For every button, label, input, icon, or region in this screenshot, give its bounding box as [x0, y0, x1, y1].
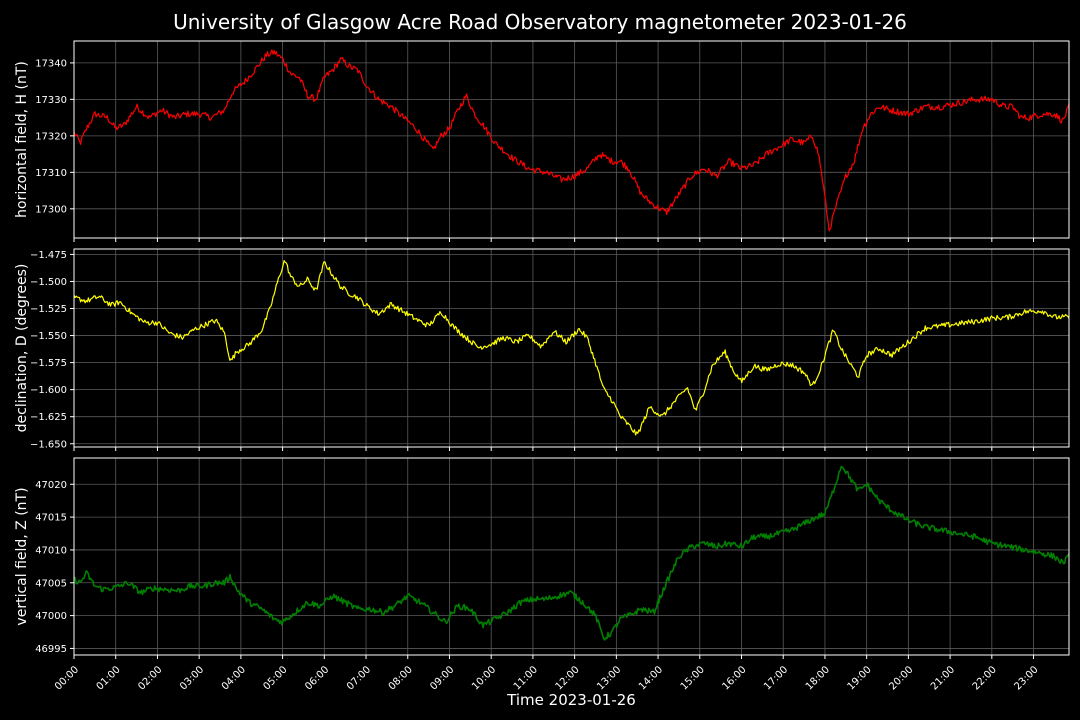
x-tick-label: 09:00	[428, 664, 456, 692]
x-tick-label: 08:00	[387, 664, 415, 692]
panel-1: 17300 17310 17320 17330 17340 horizontal fiel…	[14, 40, 1070, 242]
y-tick-label: 46995	[35, 644, 67, 655]
x-tick-label: 06:00	[303, 664, 331, 692]
x-tick-label: 03:00	[178, 664, 206, 692]
y-tick-label: −1.575	[30, 358, 67, 369]
plot-frame	[73, 40, 1070, 239]
y-tick-label: −1.550	[30, 331, 67, 342]
y-axis-label: horizontal field, H (nT)	[14, 61, 30, 218]
y-tick-label: −1.600	[30, 385, 67, 396]
chart-title: University of Glasgow Acre Road Observat…	[173, 10, 907, 34]
x-tick-label: 21:00	[929, 664, 957, 692]
plot-frame	[73, 457, 1070, 656]
panel-3: 46995 47000 47005 47010 47015 47020 vertical f…	[14, 457, 1070, 692]
y-axis-label: declination, D (degrees)	[14, 264, 30, 433]
x-tick-label: 04:00	[220, 664, 248, 692]
x-tick-label: 12:00	[554, 664, 582, 692]
x-tick-label: 19:00	[846, 664, 874, 692]
y-tick-label: 47015	[35, 513, 67, 524]
y-tick-label: −1.625	[30, 412, 67, 423]
y-tick-label: 47005	[35, 578, 67, 589]
x-tick-label: 05:00	[262, 664, 290, 692]
y-tick-label: −1.475	[30, 250, 67, 261]
y-tick-label: 47000	[35, 611, 67, 622]
y-tick-label: 47020	[35, 480, 67, 491]
x-tick-label: 23:00	[1012, 664, 1040, 692]
y-tick-label: −1.525	[30, 304, 67, 315]
y-tick-label: 17330	[35, 95, 67, 106]
y-tick-label: 17300	[35, 204, 67, 215]
x-tick-label: 20:00	[887, 664, 915, 692]
series-line-1	[73, 49, 1070, 232]
y-tick-label: 17340	[35, 58, 67, 69]
y-tick-label: 17320	[35, 131, 67, 142]
y-tick-label: 47010	[35, 545, 67, 556]
y-axis-label: vertical field, Z (nT)	[14, 487, 30, 625]
x-tick-label: 22:00	[971, 664, 999, 692]
x-tick-label: 16:00	[720, 664, 748, 692]
x-tick-label: 07:00	[345, 664, 373, 692]
y-tick-label: −1.650	[30, 439, 67, 450]
y-tick-label: 17310	[35, 168, 67, 179]
series-line-3	[73, 465, 1070, 641]
x-tick-label: 17:00	[762, 664, 790, 692]
x-tick-label: 18:00	[804, 664, 832, 692]
x-tick-label: 15:00	[679, 664, 707, 692]
x-tick-label: 11:00	[512, 664, 540, 692]
panel-2: −1.650 −1.625 −1.600 −1.575 −1.550 −1.525 −1.5…	[14, 248, 1070, 451]
x-tick-label: 02:00	[136, 664, 164, 692]
x-tick-label: 10:00	[470, 664, 498, 692]
plot-frame	[73, 248, 1070, 448]
x-tick-label: 13:00	[595, 664, 623, 692]
x-tick-label: 14:00	[637, 664, 665, 692]
x-axis-label: Time 2023-01-26	[507, 691, 636, 709]
series-line-2	[73, 260, 1070, 436]
x-tick-label: 00:00	[53, 664, 81, 692]
x-tick-label: 01:00	[95, 664, 123, 692]
y-tick-label: −1.500	[30, 277, 67, 288]
